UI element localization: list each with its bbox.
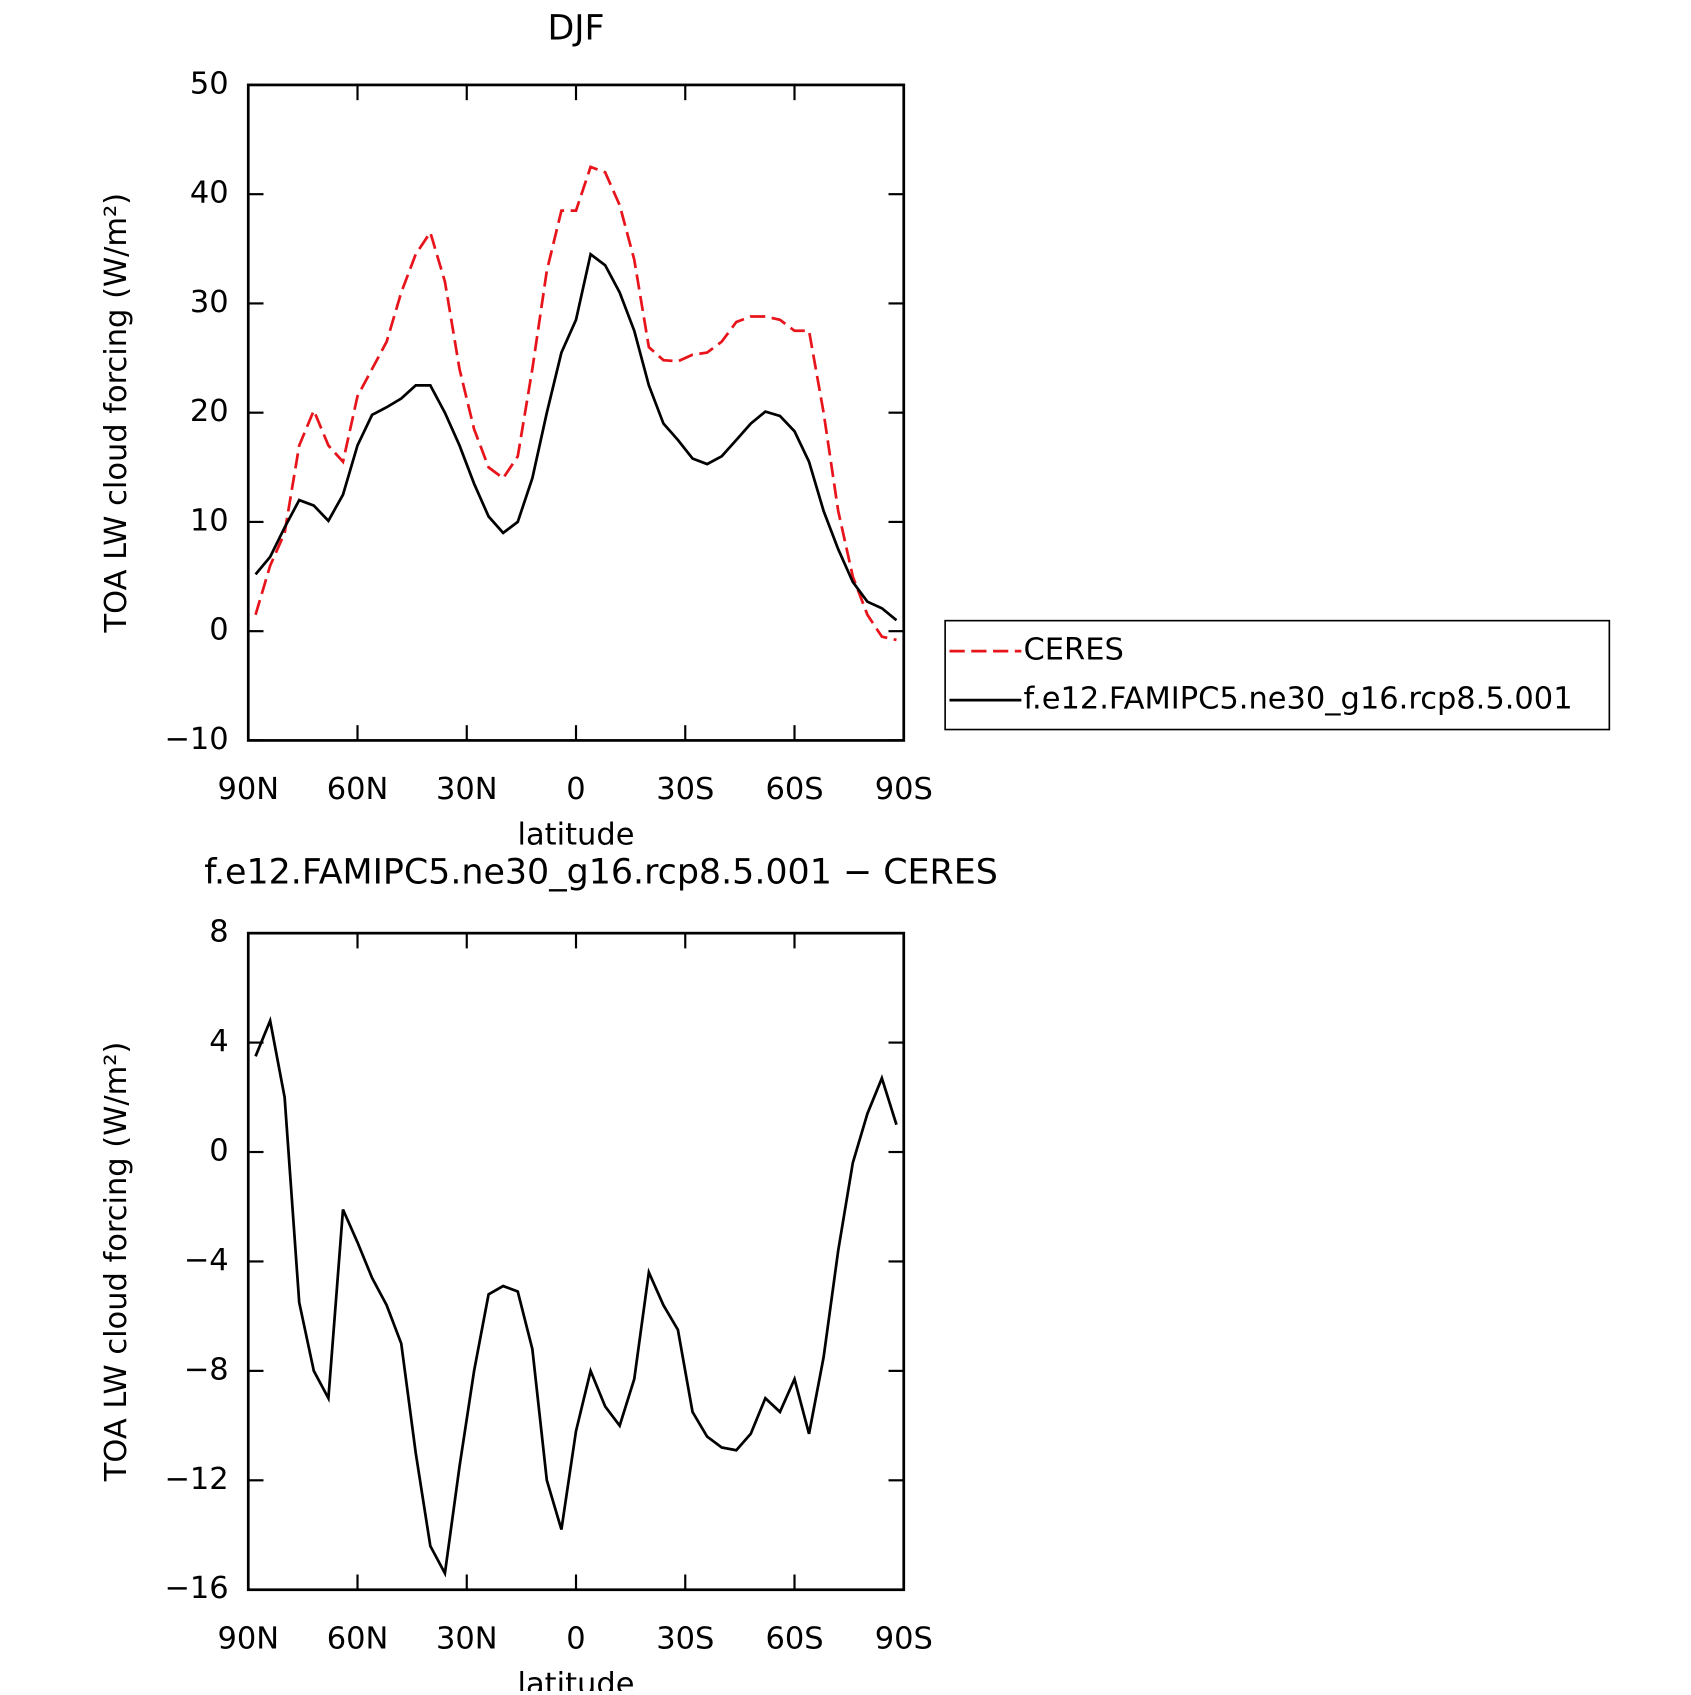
y-tick-label: 30 bbox=[190, 285, 229, 320]
x-axis-label: latitude bbox=[518, 1667, 635, 1691]
x-tick-label: 60S bbox=[765, 772, 823, 807]
y-tick-label: −10 bbox=[164, 722, 228, 757]
x-tick-label: 0 bbox=[566, 1621, 585, 1656]
chart-title: f.e12.FAMIPC5.ne30_g16.rcp8.5.001 − CERE… bbox=[204, 852, 998, 892]
y-tick-label: −4 bbox=[184, 1243, 229, 1278]
x-tick-label: 90S bbox=[875, 772, 933, 807]
legend-label: f.e12.FAMIPC5.ne30_g16.rcp8.5.001 bbox=[1024, 682, 1573, 717]
y-axis-label: TOA LW cloud forcing (W/m²) bbox=[99, 1042, 134, 1483]
y-tick-label: 8 bbox=[209, 915, 228, 950]
x-tick-label: 30S bbox=[656, 1621, 714, 1656]
y-tick-label: −12 bbox=[164, 1462, 228, 1497]
x-tick-label: 60N bbox=[327, 1621, 389, 1656]
y-tick-label: 20 bbox=[190, 394, 229, 429]
x-tick-label: 0 bbox=[566, 772, 585, 807]
plot-frame bbox=[246, 931, 906, 1592]
y-tick-label: 4 bbox=[209, 1024, 228, 1059]
legend-label: CERES bbox=[1024, 633, 1124, 668]
legend-box bbox=[944, 619, 1611, 731]
y-tick-label: 0 bbox=[209, 1134, 228, 1169]
chart-title: DJF bbox=[547, 8, 604, 48]
x-tick-label: 60S bbox=[765, 1621, 823, 1656]
x-tick-label: 90N bbox=[217, 1621, 279, 1656]
x-tick-label: 90N bbox=[217, 772, 279, 807]
y-tick-label: 50 bbox=[190, 66, 229, 101]
plot-frame bbox=[246, 83, 906, 742]
series-line bbox=[254, 251, 898, 622]
x-tick-label: 90S bbox=[875, 1621, 933, 1656]
x-tick-label: 30N bbox=[436, 772, 498, 807]
x-tick-label: 60N bbox=[327, 772, 389, 807]
series-line bbox=[254, 1015, 898, 1578]
x-tick-label: 30S bbox=[656, 772, 714, 807]
series-line bbox=[254, 165, 897, 642]
y-tick-label: 40 bbox=[190, 176, 229, 211]
y-tick-label: −8 bbox=[184, 1352, 229, 1387]
y-tick-label: −16 bbox=[164, 1571, 228, 1606]
x-axis-label: latitude bbox=[518, 818, 635, 853]
y-axis-label: TOA LW cloud forcing (W/m²) bbox=[99, 193, 134, 634]
x-tick-label: 30N bbox=[436, 1621, 498, 1656]
y-tick-label: 10 bbox=[190, 503, 229, 538]
y-tick-label: 0 bbox=[209, 613, 228, 648]
